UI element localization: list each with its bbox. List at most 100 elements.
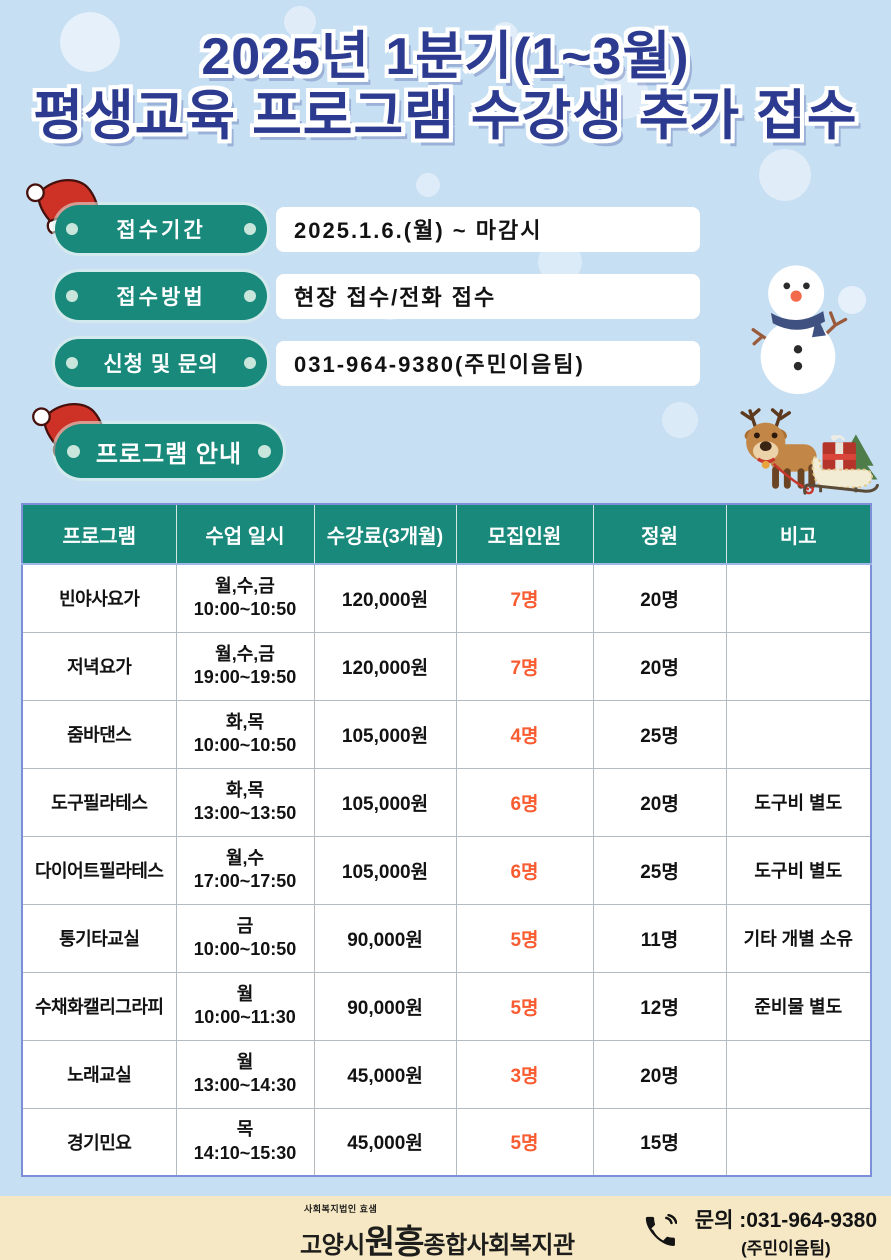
table-row: 빈야사요가 월,수,금 10:00~10:50 120,000원 7명 20명 (21, 563, 872, 633)
method-value: 현장 접수/전화 접수 (276, 273, 700, 319)
title-line-1: 2025년 1분기(1~3월) (201, 28, 690, 86)
cell-recruit: 5명 (455, 1107, 594, 1177)
table-row: 줌바댄스 화,목 10:00~10:50 105,000원 4명 25명 (21, 699, 872, 769)
cell-note (725, 1039, 872, 1109)
header-fee: 수강료(3개월) (314, 504, 457, 565)
cell-program: 도구필라테스 (21, 767, 177, 837)
cell-fee: 105,000원 (313, 699, 457, 769)
schedule-time: 17:00~17:50 (193, 871, 297, 891)
cell-schedule: 월 13:00~14:30 (175, 1039, 315, 1109)
footer-team-name: (주민이음팀) (741, 1239, 831, 1258)
cell-fee: 105,000원 (313, 835, 457, 905)
reindeer-sleigh-icon (718, 405, 886, 503)
logo-center-name: 고양시 원흥 종합사회복지관 (300, 1215, 575, 1260)
cell-note (725, 1107, 872, 1177)
cell-capacity: 20명 (592, 1039, 727, 1109)
cell-fee: 120,000원 (313, 631, 457, 701)
cell-schedule: 월,수 17:00~17:50 (175, 835, 315, 905)
cell-program: 수채화캘리그라피 (21, 971, 177, 1041)
cell-schedule: 목 14:10~15:30 (175, 1107, 315, 1177)
center-logo: 사회복지법인 효샘 고양시 원흥 종합사회복지관 (300, 1202, 575, 1260)
header-program: 프로그램 (22, 504, 177, 565)
program-table: 프로그램 수업 일시 수강료(3개월) 모집인원 정원 비고 빈야사요가 월,수,… (21, 503, 872, 1177)
cell-program: 줌바댄스 (21, 699, 177, 769)
schedule-days: 월,수,금 (215, 575, 275, 596)
snowman-icon (728, 256, 868, 396)
cell-program: 다이어트필라테스 (21, 835, 177, 905)
schedule-time: 13:00~13:50 (193, 803, 297, 823)
cell-program: 통기타교실 (21, 903, 177, 973)
header-schedule: 수업 일시 (176, 504, 315, 565)
cell-recruit: 6명 (455, 767, 594, 837)
cell-program: 노래교실 (21, 1039, 177, 1109)
pill-dot-icon (244, 290, 256, 302)
table-row: 도구필라테스 화,목 13:00~13:50 105,000원 6명 20명 도구비 별도 (21, 767, 872, 837)
cell-schedule: 화,목 10:00~10:50 (175, 699, 315, 769)
pill-dot-icon (66, 357, 78, 369)
info-row-period: 접수기간 2025.1.6.(월) ~ 마감시 (55, 205, 700, 253)
table-row: 노래교실 월 13:00~14:30 45,000원 3명 20명 (21, 1039, 872, 1109)
logo-wonheung-text: 원흥 (364, 1223, 425, 1260)
cell-capacity: 20명 (592, 563, 727, 633)
cell-fee: 45,000원 (313, 1039, 457, 1109)
cell-recruit: 7명 (455, 631, 594, 701)
table-row: 경기민요 목 14:10~15:30 45,000원 5명 15명 (21, 1107, 872, 1177)
header-row: 프로그램 수업 일시 수강료(3개월) 모집인원 정원 비고 (22, 504, 871, 565)
cell-note (725, 631, 872, 701)
method-label-pill: 접수방법 (55, 272, 267, 320)
pill-dot-icon (258, 445, 271, 458)
cell-recruit: 6명 (455, 835, 594, 905)
cell-capacity: 20명 (592, 767, 727, 837)
cell-note (725, 563, 872, 633)
info-row-contact: 신청 및 문의 031-964-9380(주민이음팀) (55, 339, 700, 387)
period-value: 2025.1.6.(월) ~ 마감시 (276, 206, 700, 252)
table-row: 수채화캘리그라피 월 10:00~11:30 90,000원 5명 12명 준비물 별도 (21, 971, 872, 1041)
period-label: 접수기간 (116, 219, 206, 242)
cell-note: 준비물 별도 (725, 971, 872, 1041)
cell-fee: 45,000원 (313, 1107, 457, 1177)
program-table-body: 빈야사요가 월,수,금 10:00~10:50 120,000원 7명 20명 저녁요가 월,… (21, 563, 872, 1177)
logo-suffix-text: 종합사회복지관 (423, 1232, 575, 1259)
schedule-time: 10:00~10:50 (193, 599, 297, 620)
cell-recruit: 4명 (455, 699, 594, 769)
logo-foundation-text: 사회복지법인 효샘 (304, 1204, 378, 1214)
cell-capacity: 25명 (592, 699, 727, 769)
footer-phone-number: 문의 :031-964-9380 (694, 1209, 877, 1232)
contact-label-pill: 신청 및 문의 (55, 339, 267, 387)
pill-dot-icon (244, 357, 256, 369)
pill-dot-icon (66, 223, 78, 235)
cell-recruit: 5명 (455, 903, 594, 973)
footer: 사회복지법인 효샘 고양시 원흥 종합사회복지관 문의 :031-964-938… (0, 1196, 891, 1260)
schedule-time: 13:00~14:30 (193, 1075, 297, 1095)
schedule-days: 화,목 (225, 779, 265, 800)
cell-schedule: 월,수,금 10:00~10:50 (175, 563, 315, 633)
header-capacity: 정원 (593, 504, 727, 565)
schedule-time: 19:00~19:50 (193, 667, 297, 687)
schedule-time: 10:00~10:50 (193, 735, 297, 755)
cell-fee: 120,000원 (313, 563, 457, 633)
footer-contact: 문의 :031-964-9380 (주민이음팀) (641, 1204, 877, 1259)
schedule-days: 화,목 (225, 711, 265, 732)
schedule-days: 월,수,금 (215, 643, 275, 664)
info-row-method: 접수방법 현장 접수/전화 접수 (55, 272, 700, 320)
cell-program: 빈야사요가 (21, 563, 177, 633)
schedule-days: 월 (236, 983, 254, 1004)
schedule-time: 10:00~11:30 (194, 1007, 296, 1027)
table-row: 다이어트필라테스 월,수 17:00~17:50 105,000원 6명 25명 도구비 별… (21, 835, 872, 905)
section-row: 프로그램 안내 (55, 424, 283, 478)
header-note: 비고 (726, 504, 871, 565)
title-block: 2025년 1분기(1~3월) 평생교육 프로그램 수강생 추가 접수 (0, 28, 891, 147)
table-row: 저녁요가 월,수,금 19:00~19:50 120,000원 7명 20명 (21, 631, 872, 701)
cell-schedule: 금 10:00~10:50 (175, 903, 315, 973)
cell-note: 기타 개별 소유 (725, 903, 872, 973)
contact-label: 신청 및 문의 (103, 353, 219, 376)
pill-dot-icon (67, 445, 80, 458)
schedule-time: 10:00~10:50 (193, 939, 297, 959)
cell-recruit: 7명 (455, 563, 594, 633)
schedule-days: 월 (236, 1051, 254, 1072)
cell-recruit: 3명 (455, 1039, 594, 1109)
period-label-pill: 접수기간 (55, 205, 267, 253)
title-line-2: 평생교육 프로그램 수강생 추가 접수 (33, 86, 858, 147)
cell-schedule: 화,목 13:00~13:50 (175, 767, 315, 837)
phone-icon (641, 1213, 678, 1250)
